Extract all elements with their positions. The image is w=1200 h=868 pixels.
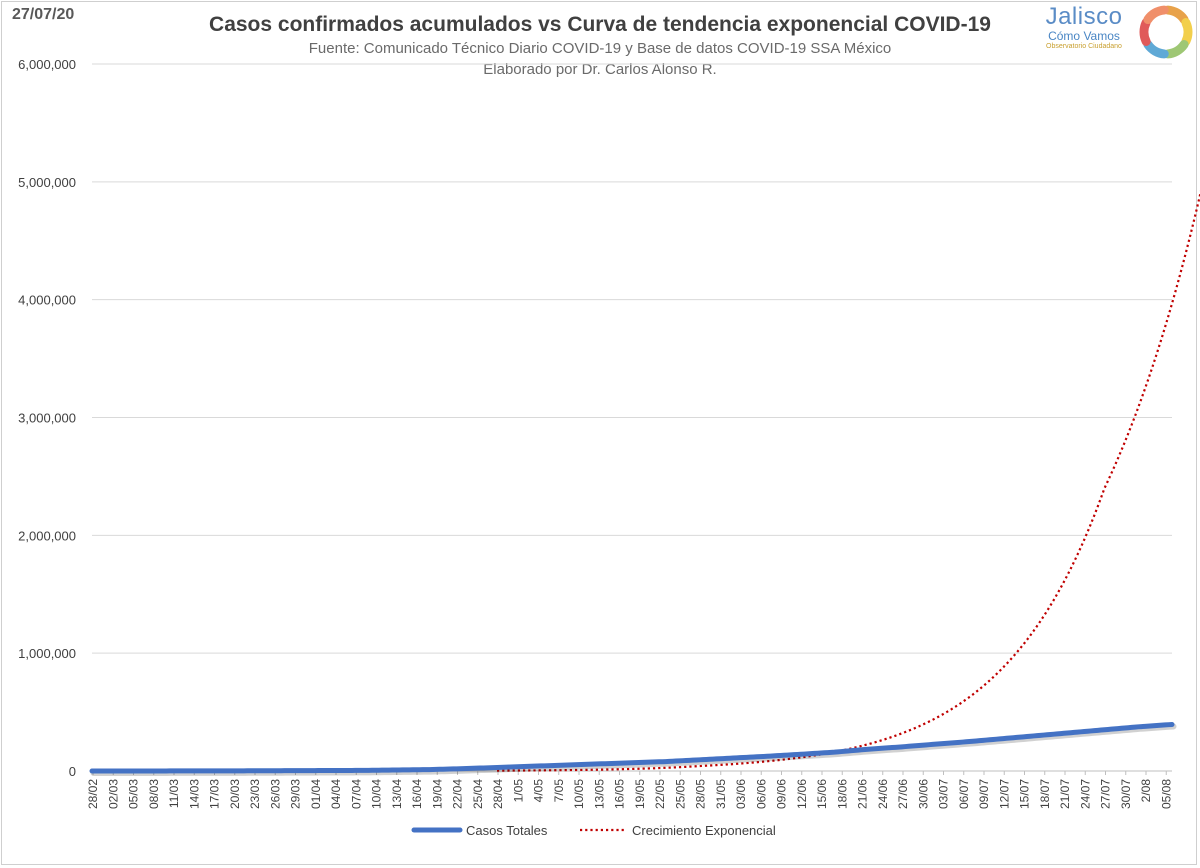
- x-tick-label: 09/06: [775, 779, 789, 809]
- logo-text: Jalisco Cómo Vamos Observatorio Ciudadan…: [1036, 4, 1132, 51]
- x-tick-label: 07/04: [349, 779, 363, 809]
- series-lines: [89, 190, 1200, 776]
- x-tick-label: 24/06: [876, 779, 890, 809]
- y-tick-label: 4,000,000: [18, 293, 76, 308]
- y-tick-label: 1,000,000: [18, 646, 76, 661]
- x-tick-label: 27/06: [896, 779, 910, 809]
- x-tick-label: 27/07: [1099, 779, 1113, 809]
- logo-line3: Observatorio Ciudadano: [1046, 43, 1122, 50]
- x-tick-label: 25/05: [673, 779, 687, 809]
- x-tick-label: 18/06: [835, 779, 849, 809]
- x-tick-label: 31/05: [714, 779, 728, 809]
- x-tick-label: 21/06: [856, 779, 870, 809]
- x-tick-label: 14/03: [187, 779, 201, 809]
- y-tick-label: 5,000,000: [18, 175, 76, 190]
- x-tick-label: 06/06: [754, 779, 768, 809]
- x-tick-label: 15/06: [815, 779, 829, 809]
- chart-subtitle-author: Elaborado por Dr. Carlos Alonso R.: [483, 61, 717, 78]
- x-tick-label: 2/08: [1139, 779, 1153, 803]
- y-tick-label: 6,000,000: [18, 57, 76, 72]
- series-line-casos-totales: [89, 721, 1175, 774]
- x-tick-label: 10/04: [370, 779, 384, 809]
- x-tick-label: 7/05: [552, 779, 566, 803]
- x-tick-label: 19/04: [430, 779, 444, 809]
- x-tick-label: 30/07: [1119, 779, 1133, 809]
- x-tick-label: 18/07: [1038, 779, 1052, 809]
- jalisco-como-vamos-logo: Jalisco Cómo Vamos Observatorio Ciudadan…: [1036, 2, 1196, 62]
- x-axis: 28/02 02/03 05/03 08/03 11/03 14/03 17/03 20/03…: [86, 771, 1173, 809]
- x-tick-label: 04/04: [329, 779, 343, 809]
- chart-title: Casos confirmados acumulados vs Curva de…: [209, 13, 991, 36]
- x-tick-label: 01/04: [309, 779, 323, 809]
- x-tick-label: 17/03: [208, 779, 222, 809]
- x-tick-label: 26/03: [268, 779, 282, 809]
- x-tick-label: 12/06: [795, 779, 809, 809]
- logo-name: Jalisco: [1045, 3, 1123, 30]
- x-tick-label: 1/05: [511, 779, 525, 803]
- chart-subtitle-source: Fuente: Comunicado Técnico Diario COVID-…: [308, 40, 892, 57]
- legend-label-casos-totales: Casos Totales: [466, 823, 548, 838]
- legend: Casos Totales Crecimiento Exponencial: [411, 823, 776, 838]
- x-tick-label: 4/05: [532, 779, 546, 803]
- gridlines: [92, 63, 1172, 772]
- x-tick-label: 09/07: [977, 779, 991, 809]
- x-tick-label: 03/07: [937, 779, 951, 809]
- x-tick-label: 22/04: [451, 779, 465, 809]
- y-tick-label: 0: [69, 764, 76, 779]
- x-tick-label: 24/07: [1078, 779, 1092, 809]
- x-tick-label: 23/03: [248, 779, 262, 809]
- x-tick-label: 25/04: [471, 779, 485, 809]
- x-tick-label: 15/07: [1018, 779, 1032, 809]
- x-tick-label: 29/03: [289, 779, 303, 809]
- logo-ring-segment: [1143, 5, 1169, 25]
- y-axis: 0 1,000,000 2,000,000 3,000,000 4,000,000 5,0…: [18, 57, 76, 779]
- x-tick-label: 28/04: [491, 779, 505, 809]
- x-tick-label: 16/04: [410, 779, 424, 809]
- x-tick-label: 11/03: [167, 779, 181, 808]
- x-tick-label: 28/05: [694, 779, 708, 809]
- x-tick-label: 22/05: [653, 779, 667, 809]
- y-tick-label: 2,000,000: [18, 528, 76, 543]
- x-tick-label: 08/03: [147, 779, 161, 809]
- legend-label-exponencial: Crecimiento Exponencial: [632, 823, 776, 838]
- x-tick-label: 05/08: [1159, 779, 1173, 809]
- x-tick-label: 16/05: [613, 779, 627, 809]
- x-tick-label: 20/03: [228, 779, 242, 809]
- x-tick-label: 12/07: [997, 779, 1011, 809]
- x-tick-label: 13/05: [592, 779, 606, 809]
- chart-header: Casos confirmados acumulados vs Curva de…: [180, 12, 1020, 80]
- x-tick-label: 10/05: [572, 779, 586, 809]
- y-tick-label: 3,000,000: [18, 411, 76, 426]
- x-tick-label: 02/03: [106, 779, 120, 809]
- series-line-exponential: [496, 190, 1200, 772]
- date-stamp: 27/07/20: [12, 6, 75, 23]
- x-tick-label: 03/06: [734, 779, 748, 809]
- x-tick-label: 13/04: [390, 779, 404, 809]
- series-line-shadow: [90, 723, 1177, 776]
- x-tick-label: 06/07: [957, 779, 971, 809]
- x-tick-label: 21/07: [1058, 779, 1072, 809]
- x-tick-label: 19/05: [633, 779, 647, 809]
- logo-ring-icon: [1139, 5, 1193, 59]
- logo-line2: Cómo Vamos: [1048, 29, 1120, 43]
- x-tick-label: 05/03: [127, 779, 141, 809]
- x-tick-label: 28/02: [86, 779, 100, 809]
- x-tick-label: 30/06: [916, 779, 930, 809]
